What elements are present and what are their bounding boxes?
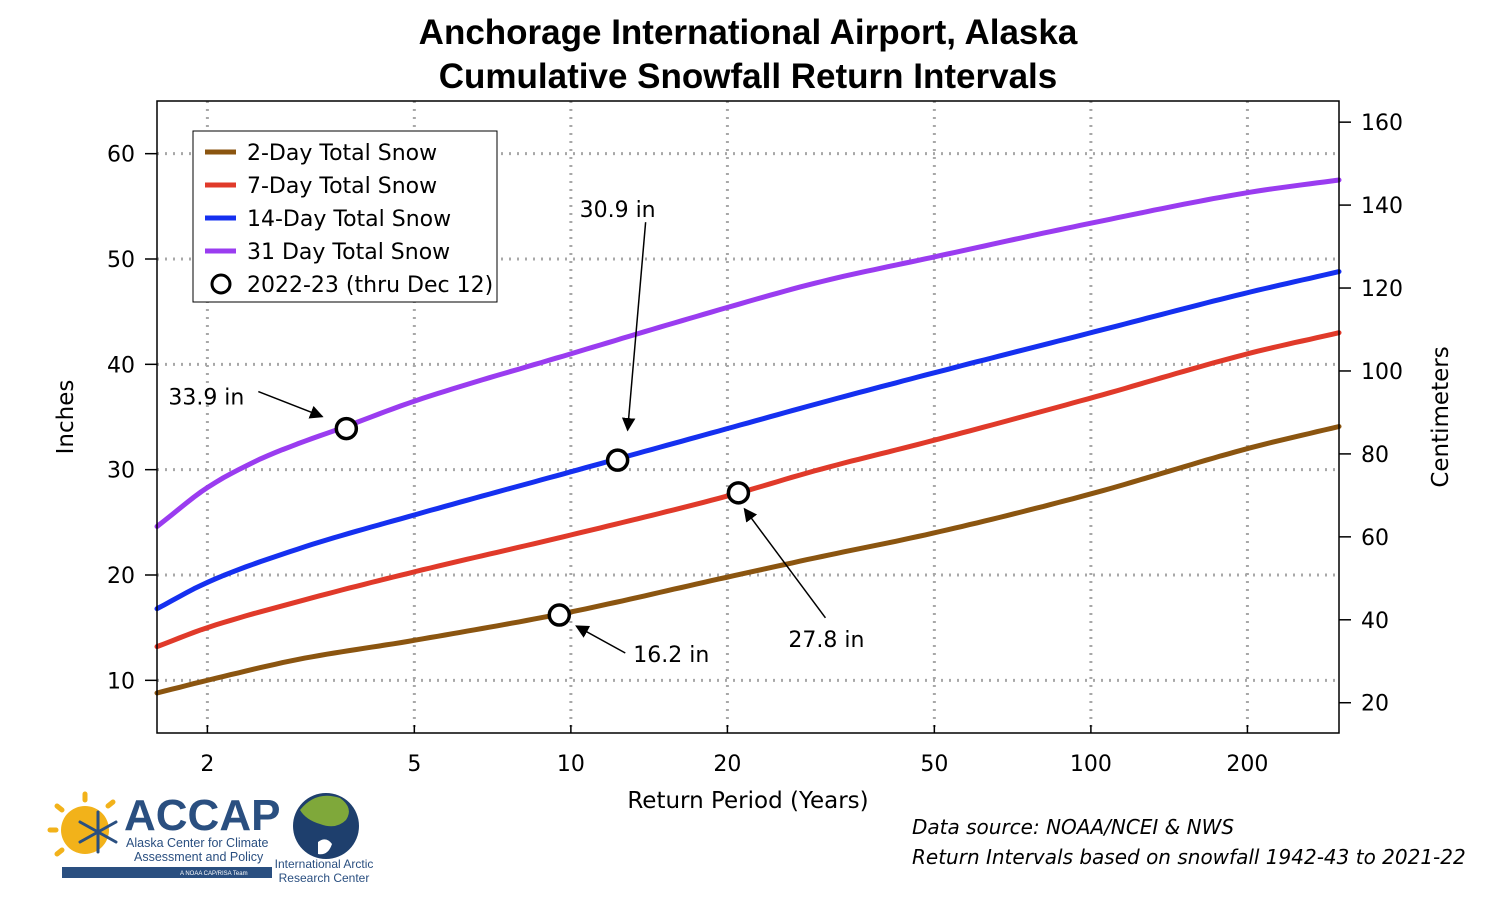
- x-tick-label: 10: [557, 752, 585, 777]
- y-tick-label: 60: [107, 143, 135, 168]
- x-tick-label: 5: [407, 752, 421, 777]
- accap-logo: ACCAP Alaska Center for Climate Assessme…: [47, 791, 280, 878]
- x-axis-label: Return Period (Years): [627, 788, 868, 814]
- y2-tick-label: 160: [1361, 111, 1403, 136]
- y-axis-label: Inches: [53, 380, 79, 455]
- legend-label-7day: 7-Day Total Snow: [247, 174, 437, 199]
- legend-label-31day: 31 Day Total Snow: [247, 240, 450, 265]
- y-tick-label: 10: [107, 669, 135, 694]
- legend-box: [192, 130, 498, 303]
- legend-label-observed: 2022-23 (thru Dec 12): [247, 273, 493, 298]
- annotation-14day: 30.9 in: [580, 198, 656, 223]
- annotation-2day: 16.2 in: [633, 643, 709, 668]
- y2-tick-label: 120: [1361, 277, 1403, 302]
- accap-line-2: Assessment and Policy: [134, 850, 264, 864]
- y2-tick-label: 140: [1361, 194, 1403, 219]
- legend-label-2day: 2-Day Total Snow: [247, 141, 437, 166]
- observation-point-7day: [726, 481, 751, 505]
- y2-axis-label: Centimeters: [1428, 346, 1454, 487]
- plot-frame: [156, 100, 1340, 734]
- y2-tick-label: 20: [1361, 692, 1389, 717]
- iarc-line-1: International Arctic: [275, 857, 374, 871]
- annotations: 33.9 in 30.9 in 27.8 in 16.2 in: [168, 198, 864, 668]
- legend: 2-Day Total Snow 7-Day Total Snow 14-Day…: [192, 130, 498, 303]
- x-tick-label: 20: [713, 752, 741, 777]
- chart-subtitle: Cumulative Snowfall Return Intervals: [439, 57, 1057, 96]
- series-line-14day: [154, 269, 1342, 612]
- chart-title: Anchorage International Airport, Alaska: [419, 13, 1078, 52]
- y2-tick-label: 60: [1361, 526, 1389, 551]
- observation-point-14day: [605, 448, 630, 472]
- y2-tick-label: 80: [1361, 443, 1389, 468]
- y-tick-label: 30: [107, 459, 135, 484]
- annotation-arrow: [621, 222, 647, 432]
- accap-line-1: Alaska Center for Climate: [126, 836, 268, 850]
- y-tick-label: 50: [107, 248, 135, 273]
- data-source-line-2: Return Intervals based on snowfall 1942-…: [912, 845, 1466, 869]
- snowflake-icon: [78, 810, 118, 854]
- data-source-line-1: Data source: NOAA/NCEI & NWS: [912, 815, 1234, 839]
- accap-tag: A NOAA CAP/RISA Team: [180, 871, 248, 877]
- observation-points: [334, 416, 751, 627]
- annotation-arrow: [575, 625, 626, 654]
- x-tick-label: 50: [920, 752, 948, 777]
- gridlines: [157, 101, 1339, 733]
- annotation-arrow: [743, 507, 827, 619]
- axis-ticks: 2 5 10 20 50 100 200 10 20 30 40 50 60 20 40 60 80 100 120…: [107, 111, 1403, 777]
- x-tick-label: 100: [1070, 752, 1112, 777]
- legend-label-14day: 14-Day Total Snow: [247, 207, 451, 232]
- iarc-logo: International Arctic Research Center: [275, 793, 374, 885]
- legend-marker-observed: [210, 273, 232, 295]
- globe-icon: [293, 793, 359, 859]
- annotation-31day: 33.9 in: [168, 386, 244, 411]
- annotation-7day: 27.8 in: [788, 628, 864, 653]
- x-tick-label: 2: [200, 752, 214, 777]
- x-tick-label: 200: [1226, 752, 1268, 777]
- annotation-arrow: [258, 390, 324, 419]
- observation-point-2day: [547, 603, 572, 627]
- series-line-2day: [154, 424, 1342, 696]
- observation-point-31day: [334, 416, 359, 441]
- iarc-line-2: Research Center: [279, 871, 370, 885]
- y-tick-label: 20: [107, 564, 135, 589]
- y2-tick-label: 40: [1361, 609, 1389, 634]
- y2-tick-label: 100: [1361, 360, 1403, 385]
- accap-wordmark: ACCAP: [124, 791, 280, 840]
- y-tick-label: 40: [107, 353, 135, 378]
- accap-tag-bar: [62, 867, 272, 878]
